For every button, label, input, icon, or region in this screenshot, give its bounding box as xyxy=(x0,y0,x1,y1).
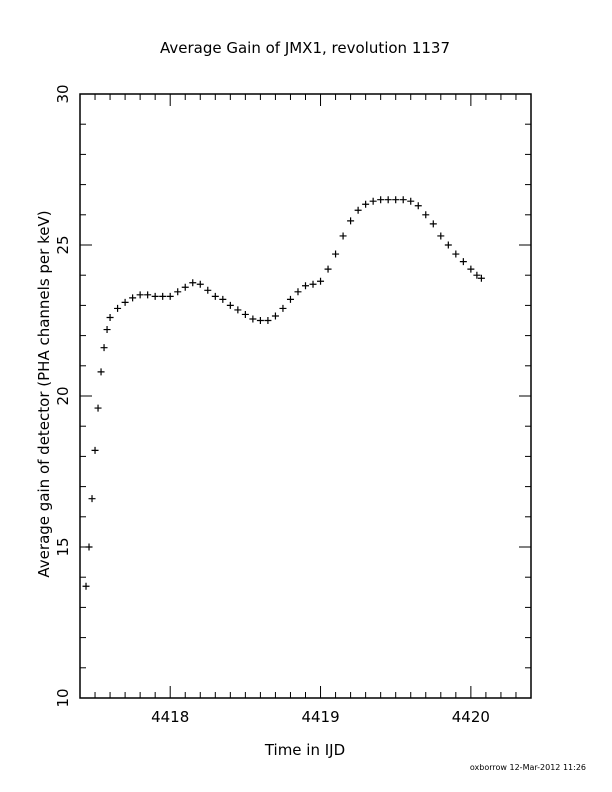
x-tick-label: 4419 xyxy=(301,708,339,726)
data-point xyxy=(103,326,111,334)
data-point xyxy=(286,295,294,303)
data-point xyxy=(264,317,272,324)
data-point xyxy=(106,313,114,321)
y-tick-label: 30 xyxy=(54,84,72,103)
data-point xyxy=(407,197,415,205)
data-point xyxy=(452,250,460,258)
x-tick-label: 4418 xyxy=(151,708,189,726)
data-point xyxy=(204,286,212,294)
data-point xyxy=(467,265,475,273)
data-point xyxy=(339,232,347,240)
data-point xyxy=(94,404,102,412)
plot-frame-border xyxy=(79,93,532,699)
x-axis-label: Time in IJD xyxy=(264,741,345,759)
data-point xyxy=(309,280,317,288)
data-point xyxy=(88,495,96,503)
data-point xyxy=(422,211,430,219)
data-point xyxy=(279,304,287,312)
data-point xyxy=(136,291,144,299)
x-axis-tick-labels: 4418 4419 4420 xyxy=(151,708,490,726)
data-point xyxy=(226,301,234,309)
data-point xyxy=(294,288,302,296)
data-point xyxy=(414,202,422,210)
data-point xyxy=(249,315,257,323)
y-axis-tick-labels: 10 15 20 25 30 xyxy=(54,84,72,707)
data-point xyxy=(271,312,279,320)
y-axis-ticks xyxy=(80,93,531,699)
chart-title: Average Gain of JMX1, revolution 1137 xyxy=(160,39,450,57)
data-point xyxy=(144,291,152,299)
data-point xyxy=(392,196,400,204)
data-point xyxy=(97,368,105,376)
data-point xyxy=(100,344,108,352)
data-point xyxy=(256,317,264,324)
data-point xyxy=(384,196,392,204)
data-point xyxy=(211,292,219,300)
data-point xyxy=(332,250,340,258)
x-tick-label: 4420 xyxy=(452,708,490,726)
data-point xyxy=(369,197,377,205)
data-point xyxy=(241,310,249,318)
x-axis-ticks xyxy=(79,94,532,698)
data-point xyxy=(189,279,197,287)
data-point xyxy=(121,298,129,306)
data-point xyxy=(166,292,174,300)
data-point xyxy=(429,220,437,228)
data-point xyxy=(302,282,309,290)
data-point xyxy=(459,258,467,266)
y-tick-label: 10 xyxy=(54,688,72,707)
y-tick-label: 25 xyxy=(54,235,72,254)
data-point xyxy=(477,274,485,282)
data-point xyxy=(399,196,407,204)
data-point xyxy=(377,196,385,204)
data-series xyxy=(82,196,485,590)
y-tick-label: 15 xyxy=(54,537,72,556)
footer-stamp: oxborrow 12-Mar-2012 11:26 xyxy=(470,763,586,772)
data-point xyxy=(347,217,355,225)
data-point xyxy=(85,543,93,551)
data-point xyxy=(362,200,370,208)
data-point xyxy=(129,294,137,302)
data-point xyxy=(219,295,227,303)
data-point xyxy=(324,265,332,273)
data-point xyxy=(159,292,167,300)
y-tick-label: 20 xyxy=(54,386,72,405)
data-point xyxy=(196,280,204,288)
data-point xyxy=(174,288,182,296)
data-point xyxy=(151,292,159,300)
data-point xyxy=(91,446,99,454)
y-axis-label: Average gain of detector (PHA channels p… xyxy=(35,210,53,577)
data-point xyxy=(354,206,362,214)
data-point xyxy=(114,304,122,312)
data-point xyxy=(473,271,481,279)
data-point xyxy=(181,283,189,291)
data-point xyxy=(317,277,325,285)
data-point xyxy=(444,241,452,249)
data-point xyxy=(234,306,242,314)
data-point xyxy=(82,582,90,590)
plot-frame xyxy=(79,93,532,699)
data-point xyxy=(437,232,445,240)
